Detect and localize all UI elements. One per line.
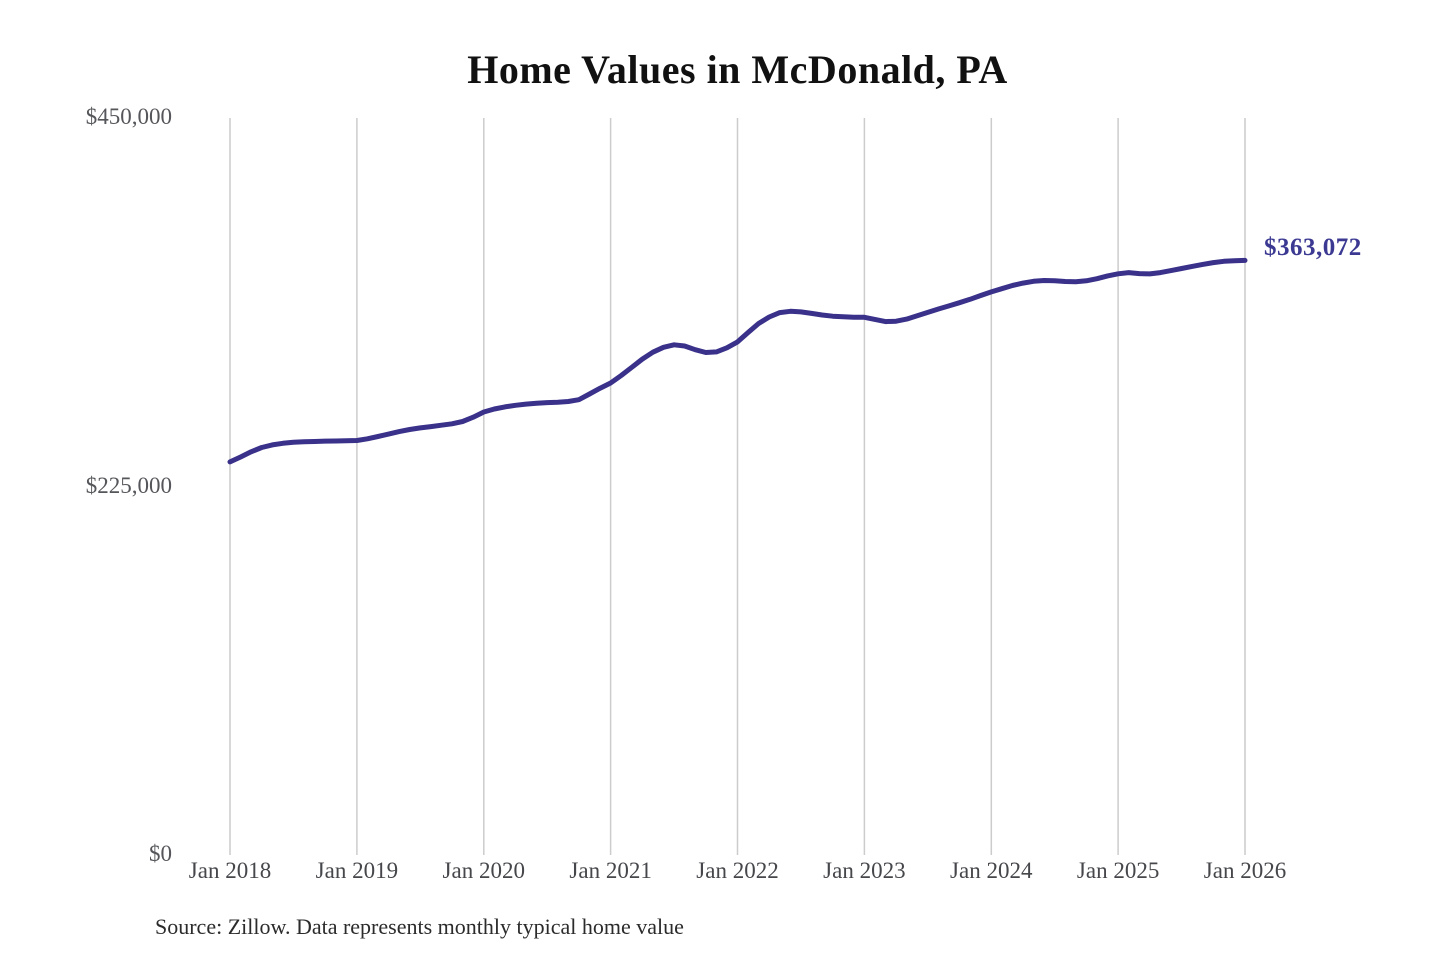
x-tick-label: Jan 2021 xyxy=(569,858,652,883)
source-note: Source: Zillow. Data represents monthly … xyxy=(155,914,684,939)
x-tick-label: Jan 2022 xyxy=(696,858,779,883)
y-tick-label: $450,000 xyxy=(85,104,172,129)
gridlines xyxy=(229,118,1246,855)
x-tick-label: Jan 2024 xyxy=(950,858,1033,883)
y-tick-label: $0 xyxy=(149,841,172,866)
x-tick-label: Jan 2019 xyxy=(315,858,399,883)
x-tick-label: Jan 2026 xyxy=(1203,858,1287,883)
home-value-line xyxy=(227,257,1248,465)
y-tick-label: $225,000 xyxy=(85,472,172,498)
x-tick-label: Jan 2023 xyxy=(823,858,906,883)
x-tick-label: Jan 2020 xyxy=(442,858,525,883)
chart-title: Home Values in McDonald, PA xyxy=(467,47,1008,92)
latest-value-label: $363,072 xyxy=(1264,234,1362,261)
x-tick-label: Jan 2025 xyxy=(1076,858,1160,883)
x-tick-label: Jan 2018 xyxy=(188,858,272,883)
